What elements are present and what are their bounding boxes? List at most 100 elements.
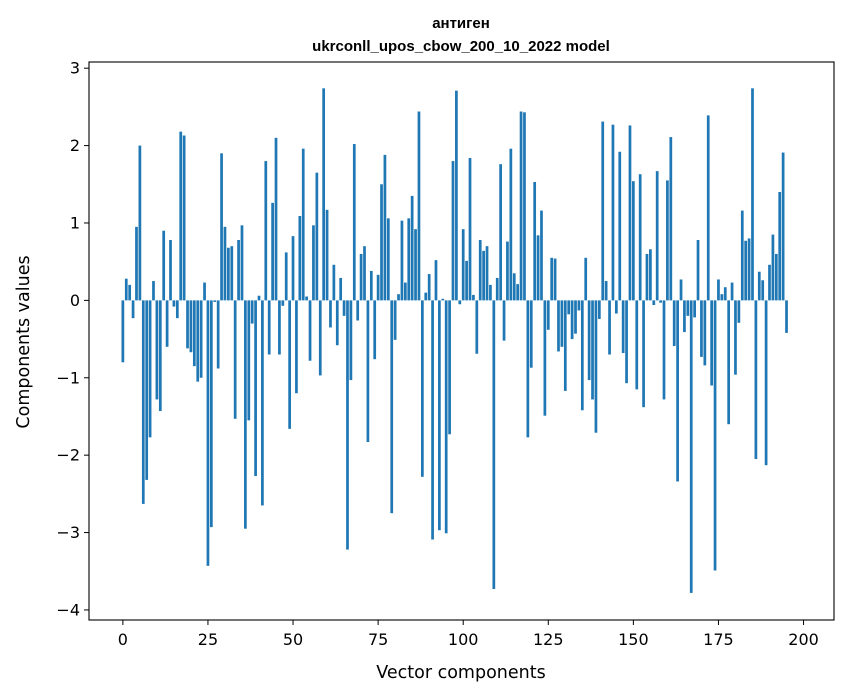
bar — [764, 300, 768, 466]
bar — [186, 300, 189, 349]
bar — [706, 115, 710, 301]
bar — [216, 300, 220, 369]
bar — [594, 300, 598, 433]
bar — [734, 300, 737, 375]
bar — [700, 300, 703, 357]
bar — [175, 300, 179, 319]
bar — [557, 300, 560, 352]
bar — [482, 250, 485, 301]
bar — [727, 300, 731, 425]
bar — [284, 252, 288, 301]
bar — [267, 300, 271, 355]
bar — [560, 300, 564, 347]
bar — [278, 300, 281, 355]
bar — [567, 300, 571, 315]
bar — [632, 181, 635, 301]
bar — [165, 300, 169, 347]
x-tick-label: 175 — [703, 630, 734, 649]
bar — [244, 300, 247, 529]
bar — [686, 300, 690, 316]
bar — [604, 281, 608, 301]
bar — [679, 279, 683, 301]
bar — [438, 300, 441, 531]
y-axis-ticks: −4 −3 −2 −1 0 1 2 3 — [56, 59, 89, 619]
bar — [516, 284, 520, 301]
bar — [472, 294, 475, 301]
bar — [271, 202, 274, 301]
bar — [376, 274, 380, 301]
bar — [614, 300, 618, 314]
bar — [390, 300, 394, 514]
bar — [206, 300, 210, 566]
bar — [744, 240, 748, 301]
bar — [468, 157, 472, 301]
bar — [754, 300, 758, 460]
bar — [543, 300, 547, 416]
bar — [635, 300, 639, 390]
bar — [124, 278, 128, 301]
bar — [291, 236, 295, 301]
bar — [196, 300, 200, 382]
bar — [339, 277, 343, 301]
bar — [676, 300, 679, 482]
bar — [587, 300, 591, 381]
bar — [448, 300, 451, 435]
bar — [546, 300, 550, 330]
bar — [400, 220, 404, 301]
bar — [509, 148, 513, 301]
bar — [781, 152, 785, 301]
bar — [247, 300, 251, 421]
bar — [720, 294, 724, 301]
bar — [618, 151, 622, 301]
bar — [148, 300, 152, 438]
bar — [441, 298, 445, 301]
bar — [329, 300, 332, 328]
bar — [563, 300, 567, 391]
bar — [621, 300, 625, 353]
y-tick-label: 2 — [70, 136, 80, 155]
bar — [628, 125, 632, 301]
x-tick-label: 75 — [368, 630, 388, 649]
bar — [332, 264, 336, 301]
bar — [298, 216, 302, 301]
bar — [492, 300, 496, 590]
bar — [230, 246, 234, 301]
bar — [683, 300, 686, 333]
bar — [601, 121, 605, 301]
bar — [747, 238, 751, 301]
bar — [352, 144, 356, 301]
bar — [223, 226, 227, 301]
bar — [465, 260, 468, 301]
x-axis-ticks: 0 25 50 75 100 125 150 175 200 — [118, 620, 819, 649]
bar — [417, 111, 421, 301]
bar — [768, 264, 771, 301]
bar — [652, 300, 656, 306]
bar — [645, 253, 649, 301]
bar — [519, 111, 523, 301]
bar — [785, 300, 788, 333]
bar — [761, 280, 765, 301]
bar — [264, 161, 268, 301]
plot-frame — [88, 61, 835, 621]
y-tick-label: −1 — [56, 368, 80, 387]
bar — [155, 300, 159, 400]
bar — [489, 284, 492, 301]
x-tick-label: 100 — [448, 630, 479, 649]
y-tick-label: −3 — [56, 523, 80, 542]
bar — [757, 271, 761, 301]
x-tick-label: 25 — [198, 630, 218, 649]
bar — [220, 153, 223, 301]
bar — [591, 300, 594, 400]
bar — [642, 300, 645, 408]
y-tick-label: −4 — [56, 600, 80, 619]
bar — [369, 270, 373, 301]
bar — [625, 300, 628, 384]
y-tick-label: 1 — [70, 213, 80, 232]
bar — [696, 240, 700, 301]
bar — [666, 180, 669, 301]
bar — [434, 260, 438, 301]
bar — [209, 300, 213, 528]
bar — [131, 300, 135, 319]
bar — [325, 209, 329, 301]
